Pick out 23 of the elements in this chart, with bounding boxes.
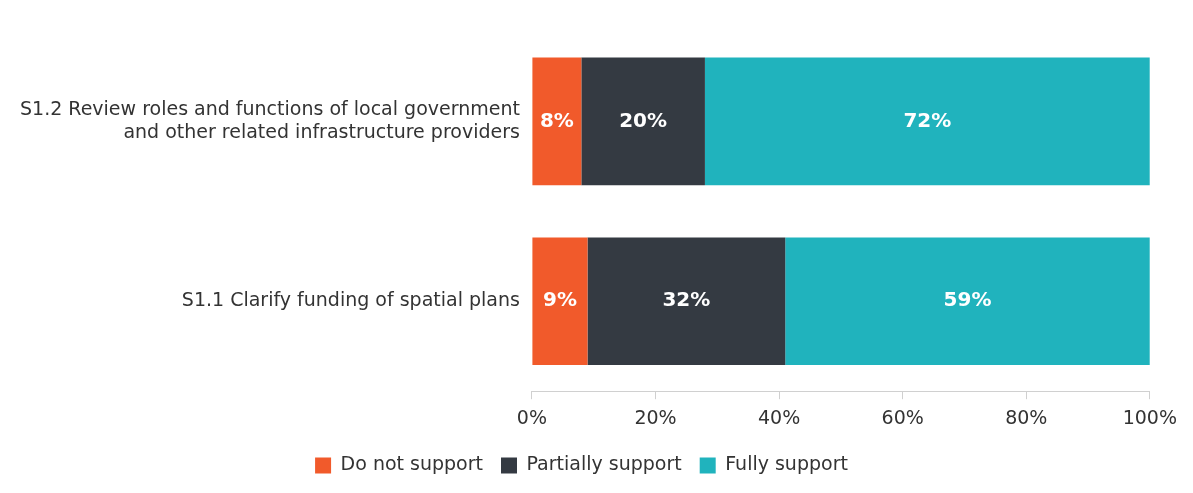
data-label: 32%: [662, 287, 711, 312]
bar: [532, 57, 582, 186]
data-label: 8%: [539, 107, 574, 132]
data-label: 72%: [903, 107, 952, 132]
bar: [581, 57, 705, 186]
x-tick-label: 20%: [634, 405, 677, 428]
x-tick-label: 40%: [757, 405, 801, 428]
y-tick-label: S1.1 Clarify funding of spatial plans: [181, 288, 520, 311]
bar: [587, 237, 786, 366]
y-tick-label: S1.2 Review roles and functions of local government and other related infrastructure providers: [19, 96, 520, 142]
x-tick-label: 60%: [881, 405, 924, 428]
x-tick-label: 0%: [516, 405, 547, 428]
legend-label: Partially support: [526, 452, 682, 475]
legend-label: Do not support: [340, 452, 483, 475]
bar: [532, 237, 588, 366]
x-tick-label: 80%: [1005, 405, 1048, 428]
bar: [785, 237, 1150, 366]
data-label: 20%: [619, 107, 668, 132]
x-tick-label: 100%: [1122, 405, 1177, 428]
data-label: 9%: [542, 287, 577, 312]
bar: [704, 57, 1150, 186]
data-label: 59%: [943, 287, 992, 312]
legend-label: Fully support: [725, 452, 848, 475]
